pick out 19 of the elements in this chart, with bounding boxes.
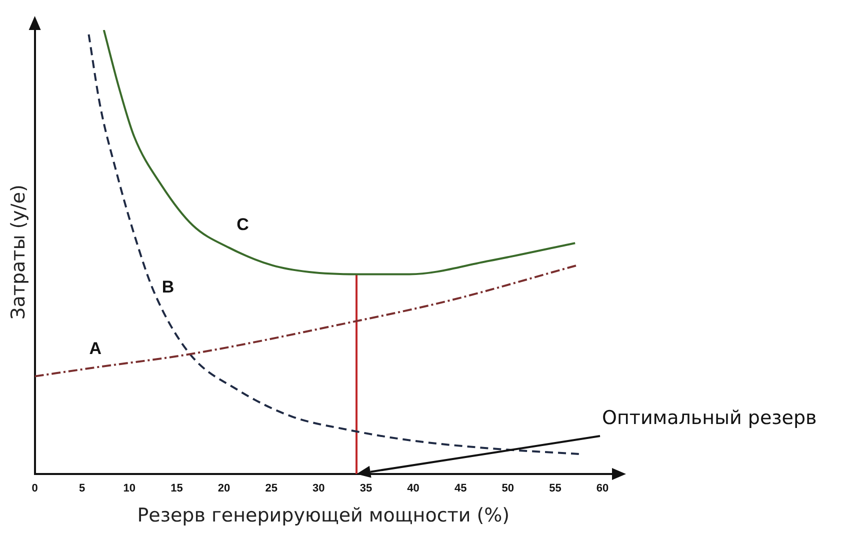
x-tick-label: 0 xyxy=(32,482,38,495)
x-tick-label: 25 xyxy=(265,482,278,495)
series-label: A xyxy=(89,339,102,358)
x-tick-label: 50 xyxy=(502,482,514,495)
series-label: B xyxy=(162,278,174,297)
x-tick-label: 15 xyxy=(170,482,183,495)
x-tick-label: 60 xyxy=(596,482,609,495)
x-axis-title: Резерв генерирующей мощности (%) xyxy=(137,504,510,527)
x-tick-label: 20 xyxy=(218,482,230,495)
y-axis-title: Затраты (у/е) xyxy=(7,184,30,320)
series-label: C xyxy=(236,215,249,234)
x-tick-label: 45 xyxy=(454,482,467,495)
x-tick-label: 35 xyxy=(360,482,372,495)
x-tick-label: 30 xyxy=(312,482,325,495)
x-tick-label: 40 xyxy=(407,482,420,495)
x-tick-label: 5 xyxy=(79,482,86,495)
x-tick-label: 55 xyxy=(549,482,562,495)
x-tick-label: 10 xyxy=(123,482,136,495)
annotation: Оптимальный резерв xyxy=(602,406,817,429)
